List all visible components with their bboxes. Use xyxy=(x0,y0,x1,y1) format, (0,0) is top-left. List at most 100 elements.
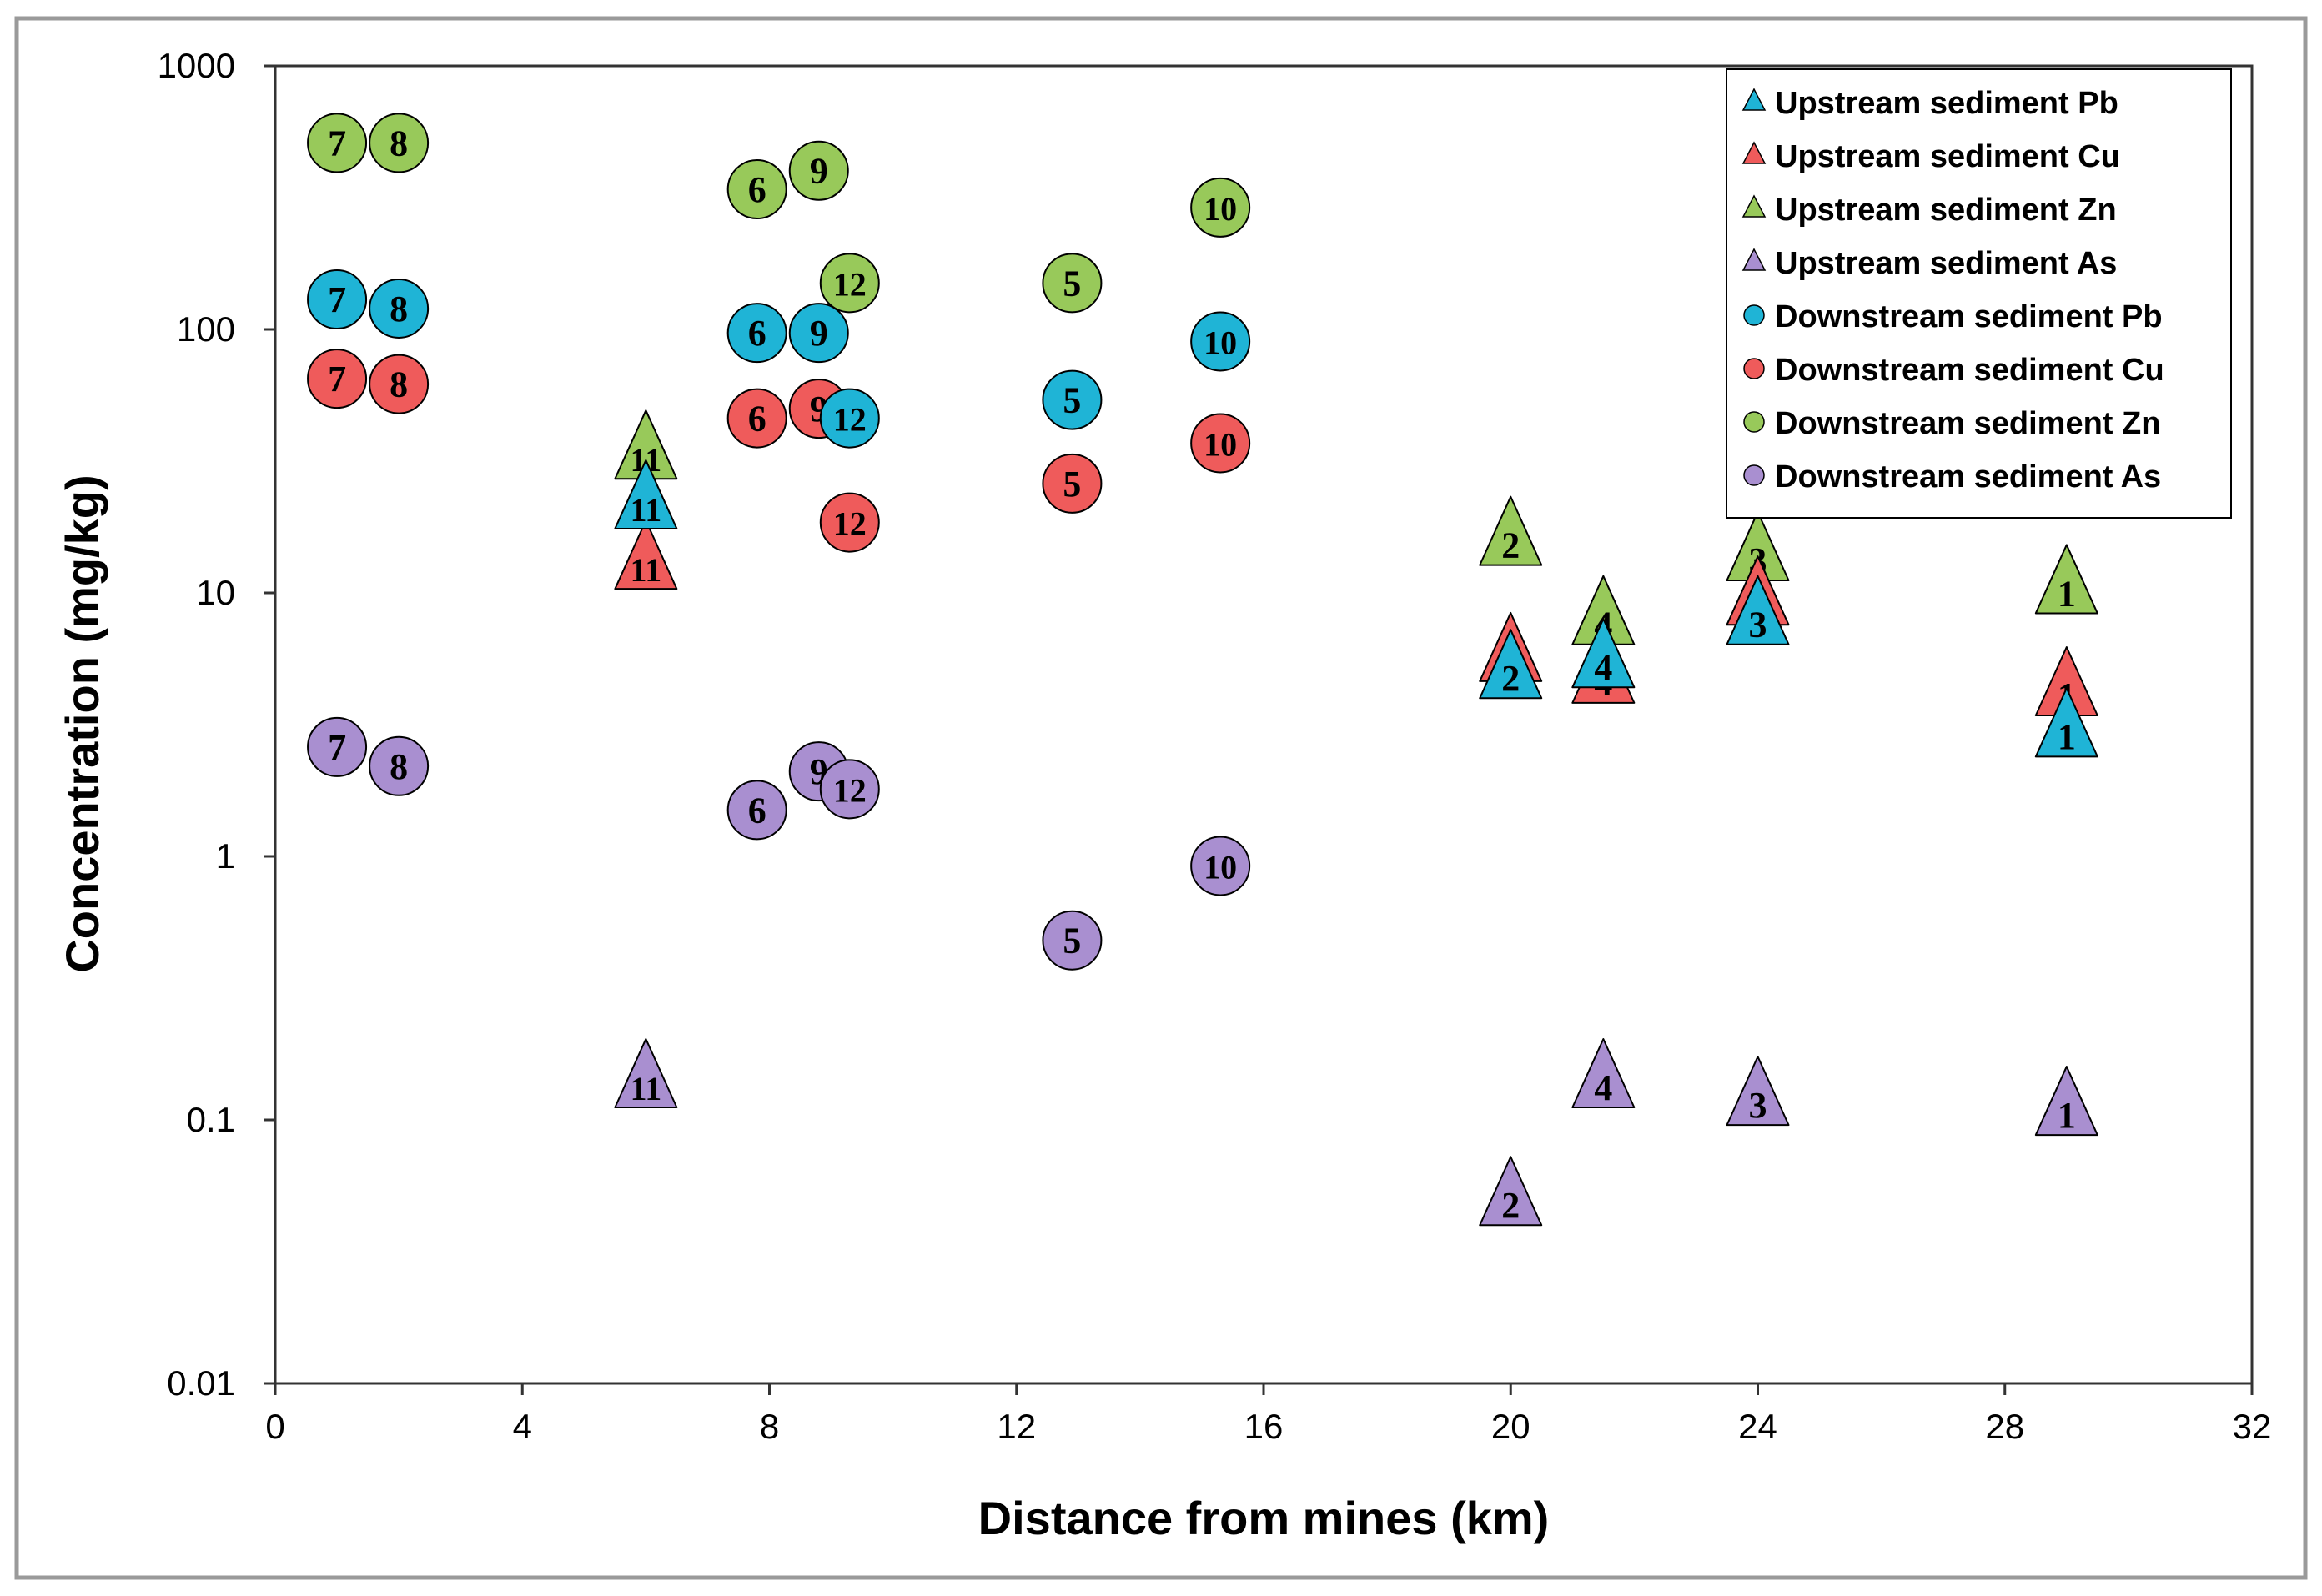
data-point: 8 xyxy=(369,113,430,173)
data-point-circle xyxy=(369,735,430,796)
x-tick-label: 16 xyxy=(1244,1407,1284,1446)
data-point-circle xyxy=(1190,177,1251,238)
data-point-label: 7 xyxy=(328,279,346,320)
data-point-label: 3 xyxy=(1749,1085,1767,1126)
data-point-circle xyxy=(819,759,880,820)
data-point: 5 xyxy=(1042,910,1103,971)
legend-marker-triangle xyxy=(1742,141,1767,164)
legend-marker-circle xyxy=(1743,411,1765,433)
data-point-label: 6 xyxy=(748,399,766,439)
data-point-circle xyxy=(819,492,880,553)
data-point: 2 xyxy=(1479,1156,1543,1227)
data-point: 12 xyxy=(819,759,880,820)
data-point-circle xyxy=(369,278,430,339)
x-tick-label: 12 xyxy=(997,1407,1036,1446)
data-point: 1 xyxy=(2034,544,2098,615)
data-point-triangle xyxy=(1726,575,1790,645)
data-point: 7 xyxy=(307,113,368,173)
y-tick-label: 1 xyxy=(216,836,235,876)
data-point: 11 xyxy=(614,459,678,529)
data-point-label: 6 xyxy=(748,313,766,354)
data-point-circle xyxy=(1042,910,1103,971)
data-point: 5 xyxy=(1042,253,1103,314)
data-point-label: 9 xyxy=(810,151,828,192)
data-point: 9 xyxy=(788,140,849,201)
data-point-circle xyxy=(819,388,880,449)
data-point-label: 5 xyxy=(1063,380,1081,421)
data-point-triangle xyxy=(2034,1066,2098,1137)
data-point-circle xyxy=(819,253,880,314)
data-point-circle xyxy=(1190,413,1251,474)
data-point-circle xyxy=(726,303,787,364)
legend-marker-triangle xyxy=(1742,88,1767,111)
data-point: 12 xyxy=(819,253,880,314)
data-point-label: 5 xyxy=(1063,464,1081,504)
legend-label: Downstream sediment Cu xyxy=(1775,353,2164,388)
data-point: 5 xyxy=(1042,453,1103,514)
data-point-label: 8 xyxy=(390,289,408,329)
data-point: 3 xyxy=(1726,1056,1790,1127)
data-point: 1 xyxy=(2034,1066,2098,1137)
x-tick-label: 24 xyxy=(1738,1407,1777,1446)
x-axis-ticks: 0 4 8 12 16 20 24 28 32 xyxy=(265,1383,2271,1446)
data-point-label: 1 xyxy=(2058,1095,2076,1136)
legend-marker-circle xyxy=(1743,358,1765,379)
data-point-label: 7 xyxy=(328,359,346,399)
data-point-circle xyxy=(1042,369,1103,430)
legend-label: Upstream sediment Cu xyxy=(1775,139,2120,174)
x-tick-label: 28 xyxy=(1985,1407,2024,1446)
data-point-label: 12 xyxy=(833,505,867,543)
y-axis-ticks: 1000 100 10 1 0.1 0.01 xyxy=(158,46,275,1403)
data-point-circle xyxy=(1042,253,1103,314)
data-point-circle xyxy=(726,388,787,449)
data-point-label: 2 xyxy=(1501,658,1520,699)
legend-marker-circle xyxy=(1743,464,1765,486)
data-point-circle xyxy=(726,780,787,841)
data-point: 7 xyxy=(307,716,368,777)
data-point: 6 xyxy=(726,303,787,364)
data-point: 8 xyxy=(369,354,430,414)
data-point-label: 11 xyxy=(630,1070,661,1107)
data-point-label: 10 xyxy=(1204,848,1237,886)
data-point-triangle xyxy=(614,459,678,529)
data-point-label: 7 xyxy=(328,727,346,768)
data-point-label: 2 xyxy=(1501,524,1520,565)
data-point-circle xyxy=(307,269,368,329)
data-point-label: 12 xyxy=(833,401,867,439)
data-point: 10 xyxy=(1190,311,1251,372)
data-point-circle xyxy=(788,303,849,364)
y-axis-title: Concentration (mg/kg) xyxy=(56,474,108,972)
data-point-label: 5 xyxy=(1063,263,1081,304)
data-point-label: 6 xyxy=(748,169,766,210)
data-point-label: 12 xyxy=(833,265,867,303)
data-point: 8 xyxy=(369,735,430,796)
data-point: 10 xyxy=(1190,177,1251,238)
data-point-label: 8 xyxy=(390,123,408,163)
data-point-circle xyxy=(307,349,368,409)
x-tick-label: 4 xyxy=(513,1407,532,1446)
data-point-circle xyxy=(1190,311,1251,372)
data-point-label: 5 xyxy=(1063,921,1081,961)
data-point: 5 xyxy=(1042,369,1103,430)
data-point-circle xyxy=(1042,453,1103,514)
data-point: 1 xyxy=(2034,687,2098,758)
data-point-triangle xyxy=(614,1037,678,1108)
data-point: 9 xyxy=(788,303,849,364)
data-point-label: 1 xyxy=(2058,573,2076,614)
legend: Upstream sediment Pb Upstream sediment Cu… xyxy=(1726,68,2232,519)
legend-marker-triangle xyxy=(1742,194,1767,218)
data-point: 3 xyxy=(1726,575,1790,645)
x-tick-label: 0 xyxy=(265,1407,284,1446)
data-point: 4 xyxy=(1571,618,1636,689)
data-point-label: 2 xyxy=(1501,1185,1520,1226)
data-point: 2 xyxy=(1479,495,1543,566)
data-point-label: 11 xyxy=(630,551,661,589)
data-point: 4 xyxy=(1571,1037,1636,1108)
data-point: 7 xyxy=(307,269,368,329)
data-point-circle xyxy=(726,159,787,220)
data-point-label: 8 xyxy=(390,746,408,787)
data-point: 12 xyxy=(819,388,880,449)
data-point-label: 3 xyxy=(1749,605,1767,645)
data-point: 6 xyxy=(726,159,787,220)
